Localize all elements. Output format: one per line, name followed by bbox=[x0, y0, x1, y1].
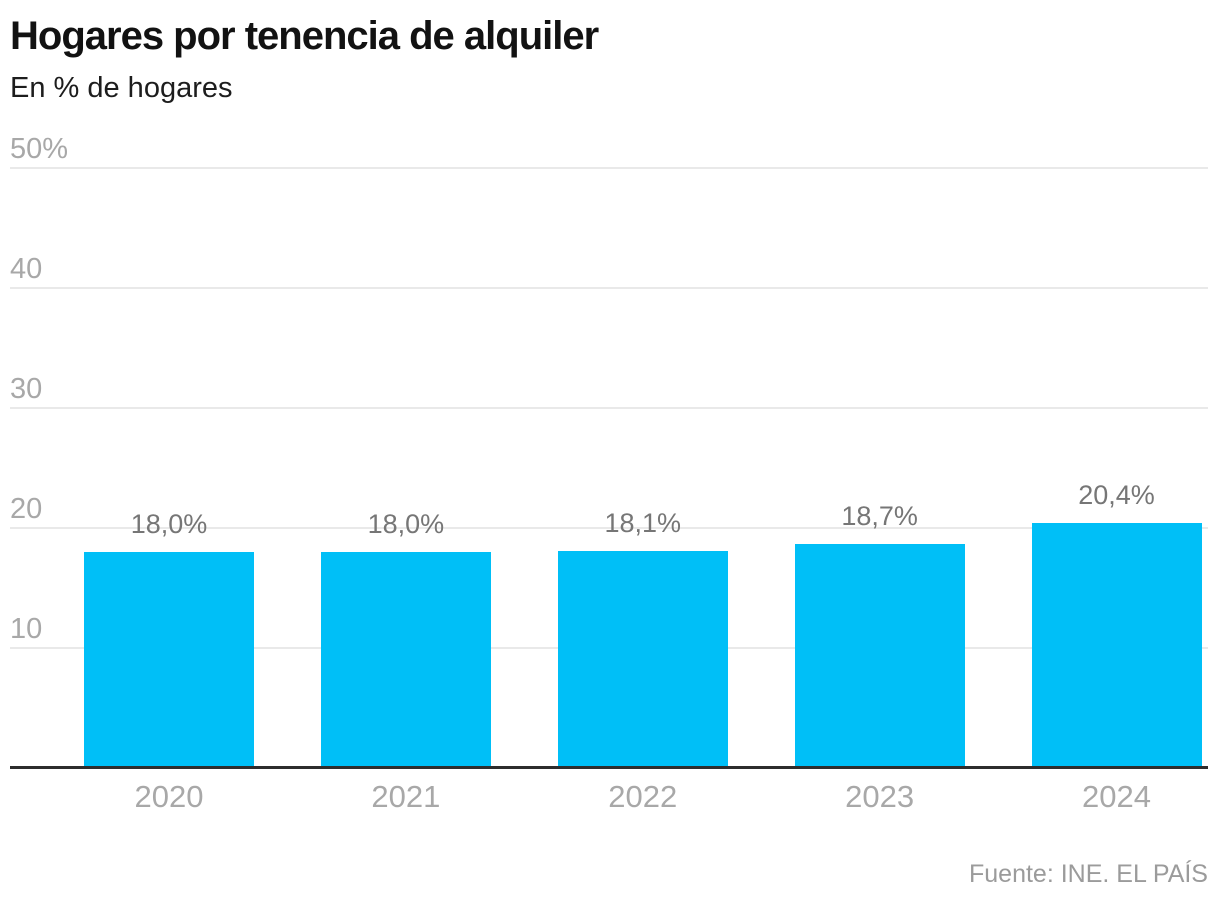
value-label-2024: 20,4% bbox=[1078, 480, 1155, 511]
y-axis-tick-label-30: 30 bbox=[10, 373, 43, 405]
x-axis-label-2024: 2024 bbox=[1082, 779, 1151, 814]
bar-2023[interactable] bbox=[794, 543, 965, 768]
gridline-20 bbox=[10, 527, 1208, 529]
value-label-2023: 18,7% bbox=[841, 500, 918, 531]
chart-subtitle: En % de hogares bbox=[10, 72, 233, 104]
x-axis-label-2021: 2021 bbox=[371, 779, 441, 814]
value-label-2022: 18,1% bbox=[604, 507, 682, 538]
source-credit: Fuente: INE. EL PAÍS bbox=[968, 860, 1208, 888]
value-label-2021: 18,0% bbox=[367, 509, 445, 539]
bar-2021[interactable] bbox=[320, 552, 491, 768]
x-axis-label-2023: 2023 bbox=[845, 779, 915, 814]
bar-2024[interactable] bbox=[1031, 523, 1202, 768]
y-axis-tick-label-40: 40 bbox=[10, 253, 43, 285]
x-axis-label-2022: 2022 bbox=[608, 779, 678, 814]
chart-title: Hogares por tenencia de alquiler bbox=[10, 14, 599, 58]
y-axis-tick-label-20: 20 bbox=[10, 493, 43, 525]
bar-2020[interactable] bbox=[84, 552, 254, 768]
bar-2022[interactable] bbox=[557, 550, 728, 768]
x-axis-baseline bbox=[10, 766, 1208, 769]
gridline-40 bbox=[10, 287, 1208, 289]
y-axis-tick-label-10: 10 bbox=[10, 613, 43, 645]
gridline-50 bbox=[10, 167, 1208, 169]
y-axis-tick-label-50: 50% bbox=[10, 133, 69, 165]
value-label-2020: 18,0% bbox=[130, 509, 208, 539]
gridline-30 bbox=[10, 407, 1208, 409]
x-axis-label-2020: 2020 bbox=[134, 779, 204, 814]
